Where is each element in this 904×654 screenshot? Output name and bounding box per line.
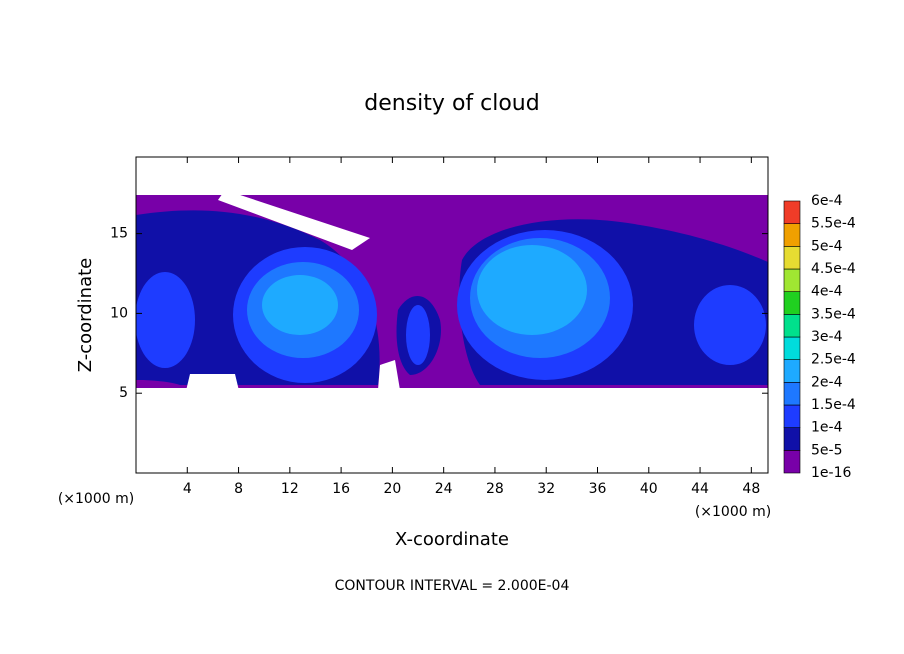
colorbar-label: 5e-4 bbox=[811, 238, 843, 254]
contour-interval: CONTOUR INTERVAL = 2.000E-04 bbox=[335, 578, 570, 594]
colorbar-label: 4.5e-4 bbox=[811, 261, 856, 277]
y-unit: (×1000 m) bbox=[58, 491, 134, 507]
colorbar-label: 1e-16 bbox=[811, 465, 851, 481]
y-tick-label: 10 bbox=[110, 305, 128, 321]
x-tick-label: 40 bbox=[640, 481, 658, 497]
colorbar-label: 6e-4 bbox=[811, 193, 843, 209]
colorbar-box bbox=[783, 314, 801, 338]
colorbar-box bbox=[783, 223, 801, 247]
y-tick-label: 5 bbox=[119, 385, 128, 401]
x-tick-label: 4 bbox=[183, 481, 192, 497]
colorbar-label: 5.5e-4 bbox=[811, 216, 856, 232]
colorbar-label: 3.5e-4 bbox=[811, 306, 856, 322]
x-tick-label: 20 bbox=[383, 481, 401, 497]
colorbar-box bbox=[783, 382, 801, 406]
x-tick-label: 48 bbox=[742, 481, 760, 497]
x-unit: (×1000 m) bbox=[695, 504, 771, 520]
x-tick-label: 28 bbox=[486, 481, 504, 497]
x-tick-label: 32 bbox=[537, 481, 555, 497]
colorbar-box bbox=[783, 246, 801, 270]
no-data bbox=[185, 374, 240, 395]
colorbar-box bbox=[783, 359, 801, 383]
contour-region bbox=[477, 245, 587, 335]
no-data bbox=[378, 360, 400, 390]
field bbox=[136, 190, 768, 395]
x-tick-label: 12 bbox=[281, 481, 299, 497]
colorbar-label: 5e-5 bbox=[811, 442, 842, 458]
contour-region bbox=[262, 275, 338, 335]
colorbar-box bbox=[783, 427, 801, 451]
colorbar-label: 2.5e-4 bbox=[811, 352, 856, 368]
x-tick-label: 36 bbox=[589, 481, 607, 497]
contour-region bbox=[136, 272, 195, 368]
colorbar-label: 1.5e-4 bbox=[811, 397, 856, 413]
contour-region bbox=[406, 305, 430, 365]
x-tick-label: 44 bbox=[691, 481, 709, 497]
colorbar-box bbox=[783, 291, 801, 315]
colorbar-box bbox=[783, 404, 801, 428]
x-tick-label: 8 bbox=[234, 481, 243, 497]
contour-region bbox=[694, 285, 766, 365]
colorbar-label: 4e-4 bbox=[811, 284, 843, 300]
colorbar-label: 2e-4 bbox=[811, 374, 843, 390]
colorbar-box bbox=[783, 450, 801, 474]
y-tick-label: 15 bbox=[110, 226, 128, 242]
colorbar-label: 1e-4 bbox=[811, 420, 843, 436]
plot-frame bbox=[135, 156, 769, 474]
colorbar-label: 3e-4 bbox=[811, 329, 843, 345]
y-axis-title: Z-coordinate bbox=[75, 258, 96, 373]
x-tick-label: 16 bbox=[332, 481, 350, 497]
colorbar-box bbox=[783, 200, 801, 224]
x-axis-title: X-coordinate bbox=[395, 529, 509, 550]
colorbar-box bbox=[783, 336, 801, 360]
x-tick-label: 24 bbox=[435, 481, 453, 497]
chart-title: density of cloud bbox=[364, 91, 539, 116]
colorbar-box bbox=[783, 268, 801, 292]
no-data bbox=[218, 190, 370, 250]
